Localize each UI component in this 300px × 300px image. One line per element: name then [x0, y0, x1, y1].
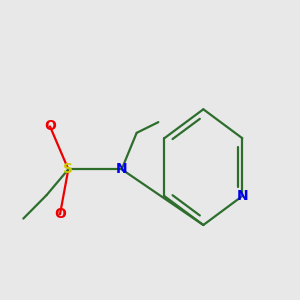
- Text: S: S: [63, 162, 73, 176]
- Text: O: O: [44, 119, 56, 134]
- Text: O: O: [54, 207, 66, 221]
- Text: N: N: [116, 162, 127, 176]
- Text: N: N: [236, 189, 248, 203]
